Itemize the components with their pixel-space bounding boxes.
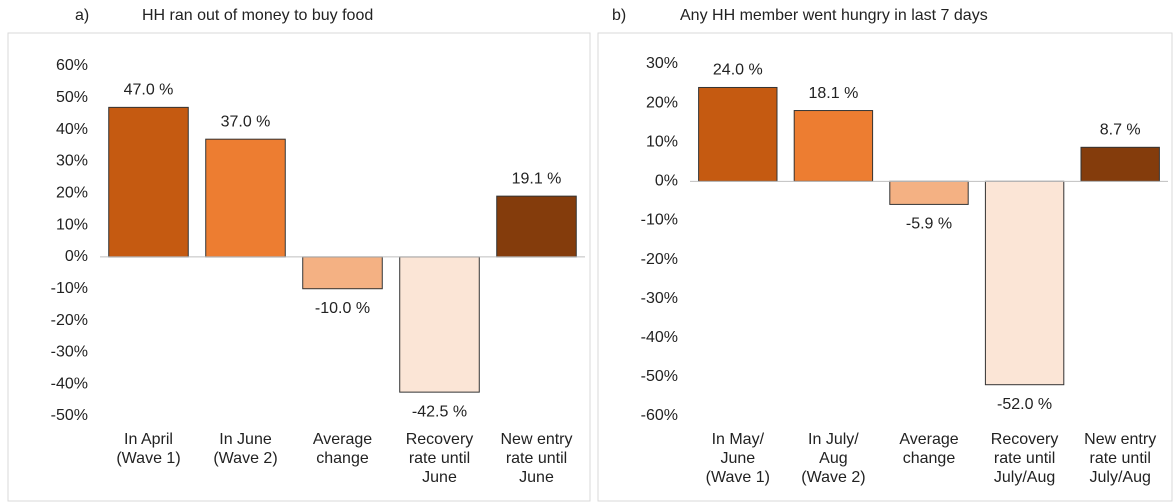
y-tick-label: -10% <box>641 212 678 229</box>
value-label: 8.7 % <box>1100 122 1141 139</box>
chart-title: HH ran out of money to buy food <box>142 7 373 24</box>
chart-title: Any HH member went hungry in last 7 days <box>680 7 988 24</box>
x-tick-label: In July/ Aug (Wave 2) <box>801 431 866 486</box>
y-tick-label: 20% <box>646 94 678 111</box>
x-tick-label: Recovery rate until June <box>405 431 474 486</box>
value-label: -10.0 % <box>315 300 370 317</box>
y-tick-label: -10% <box>51 280 88 297</box>
y-tick-label: 0% <box>655 173 678 190</box>
y-tick-label: 0% <box>65 248 88 265</box>
y-tick-label: 20% <box>56 184 88 201</box>
y-tick-label: 30% <box>646 55 678 72</box>
value-label: -5.9 % <box>906 216 952 233</box>
y-tick-label: -50% <box>641 368 678 385</box>
value-label: -42.5 % <box>412 403 467 420</box>
panel-label: a) <box>75 7 89 24</box>
value-label: 19.1 % <box>512 170 562 187</box>
bar <box>889 180 969 205</box>
x-tick-label: In April (Wave 1) <box>116 431 181 467</box>
bar <box>205 138 286 258</box>
y-tick-label: -20% <box>51 312 88 329</box>
bar <box>793 110 874 182</box>
y-tick-label: -30% <box>641 290 678 307</box>
value-label: -52.0 % <box>997 396 1052 413</box>
bar <box>108 106 189 258</box>
y-tick-label: -30% <box>51 344 88 361</box>
y-tick-label: -50% <box>51 407 88 424</box>
y-tick-label: 30% <box>56 153 88 170</box>
x-tick-label: Average change <box>899 431 959 467</box>
x-tick-label: In June (Wave 2) <box>213 431 278 467</box>
y-tick-label: -60% <box>641 407 678 424</box>
y-tick-label: 10% <box>56 216 88 233</box>
bar <box>1080 146 1160 182</box>
y-tick-label: 60% <box>56 57 88 74</box>
value-label: 24.0 % <box>713 62 763 79</box>
value-label: 37.0 % <box>221 113 271 130</box>
bar <box>399 256 480 393</box>
bar <box>302 256 383 290</box>
bar <box>496 195 577 258</box>
y-tick-label: 10% <box>646 133 678 150</box>
y-tick-label: -20% <box>641 251 678 268</box>
bar <box>698 86 778 182</box>
x-tick-label: Recovery rate until July/Aug <box>990 431 1059 486</box>
value-label: 18.1 % <box>808 85 858 102</box>
x-tick-label: Average change <box>312 431 373 467</box>
x-tick-label: New entry rate until July/Aug <box>1084 431 1157 486</box>
x-tick-label: In May/ June (Wave 1) <box>705 431 770 486</box>
y-tick-label: -40% <box>641 329 678 346</box>
x-tick-label: New entry rate until June <box>500 431 573 486</box>
value-label: 47.0 % <box>124 82 174 99</box>
bar <box>984 180 1065 386</box>
y-tick-label: 40% <box>56 121 88 138</box>
panel-label: b) <box>612 7 626 24</box>
y-tick-label: 50% <box>56 89 88 106</box>
chart-frame <box>597 32 1173 502</box>
chart-frame <box>7 32 591 502</box>
y-tick-label: -40% <box>51 375 88 392</box>
